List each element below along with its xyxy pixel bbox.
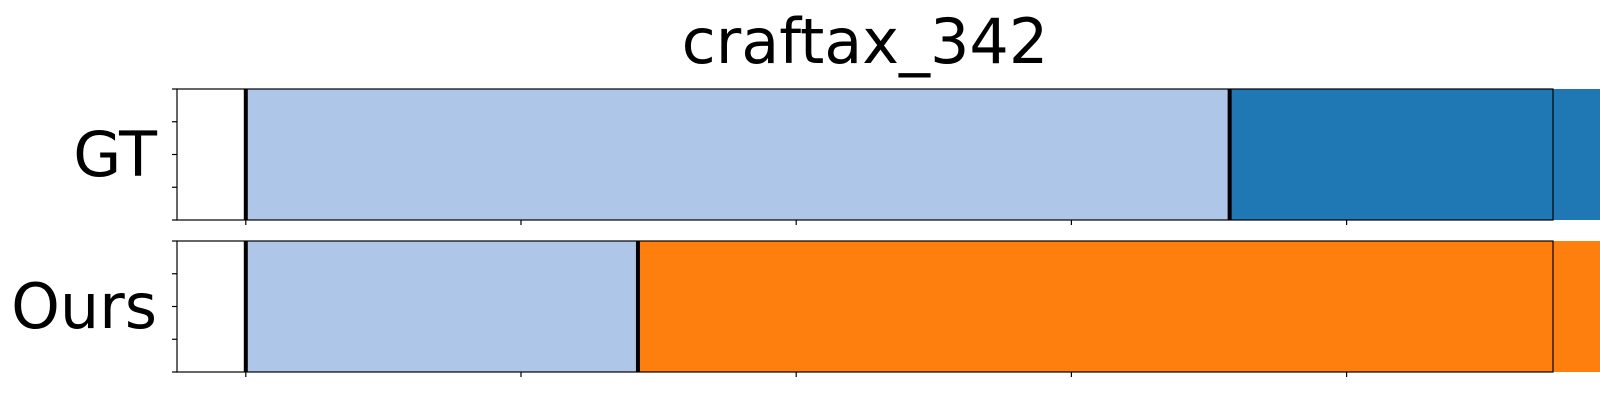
- row-ours: Ours: [11, 240, 1600, 377]
- row-label: GT: [73, 118, 158, 191]
- segment: [1229, 89, 1600, 220]
- chart-title: craftax_342: [682, 5, 1049, 78]
- segment: [637, 241, 1600, 372]
- row-gt: GT: [73, 88, 1600, 225]
- row-label: Ours: [11, 270, 157, 343]
- segment: [245, 89, 1230, 220]
- segment: [245, 241, 638, 372]
